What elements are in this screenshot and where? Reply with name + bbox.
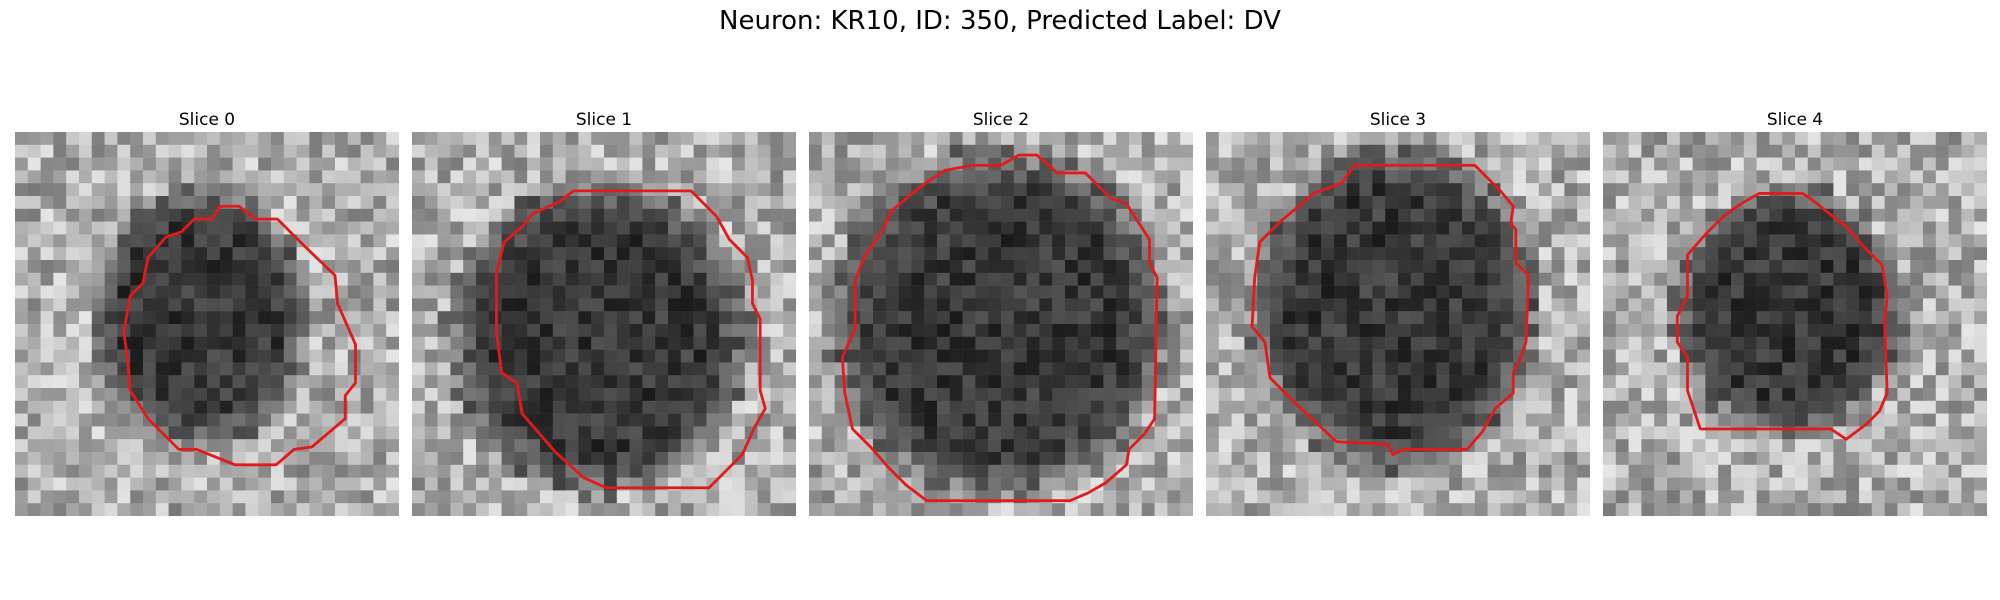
slice-panel-2: Slice 2 — [809, 108, 1193, 516]
slice-title: Slice 2 — [972, 110, 1030, 130]
slice-image — [809, 132, 1193, 516]
slice-panel-0: Slice 0 — [15, 108, 399, 516]
segmentation-outline — [122, 204, 357, 467]
pixel-grid — [1603, 132, 1987, 516]
slice-panel-1: Slice 1 — [412, 108, 796, 516]
slice-title: Slice 4 — [1766, 110, 1824, 130]
slice-image — [412, 132, 796, 516]
slice-title: Slice 3 — [1369, 110, 1427, 130]
slice-image — [1603, 132, 1987, 516]
segmentation-outline — [840, 153, 1159, 503]
segmentation-outline — [1250, 163, 1530, 456]
slice-panel-4: Slice 4 — [1603, 108, 1987, 516]
pixel-grid — [412, 132, 796, 516]
segmentation-outline — [495, 189, 767, 490]
pixel-grid — [15, 132, 399, 516]
segmentation-outline — [1675, 192, 1889, 441]
slice-image — [1206, 132, 1590, 516]
pixel-grid — [1206, 132, 1590, 516]
figure-title: Neuron: KR10, ID: 350, Predicted Label: … — [719, 6, 1281, 36]
slice-title: Slice 0 — [178, 110, 236, 130]
pixel-grid — [809, 132, 1193, 516]
slice-image — [15, 132, 399, 516]
slice-panel-3: Slice 3 — [1206, 108, 1590, 516]
slice-title: Slice 1 — [575, 110, 633, 130]
